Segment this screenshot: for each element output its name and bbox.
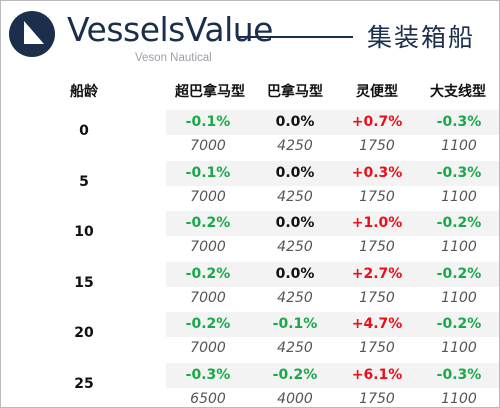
age-label: 15 (74, 274, 94, 291)
value-cell: 6500 (190, 390, 226, 407)
header-divider (239, 36, 353, 38)
change-cell: -0.3% (185, 366, 231, 383)
change-cell: +1.0% (351, 215, 403, 231)
value-cell: 1100 (441, 289, 477, 306)
table-row-shade (166, 160, 499, 186)
table-row-shade (166, 211, 499, 236)
change-cell: +4.7% (351, 316, 403, 332)
change-cell: +0.7% (351, 114, 403, 130)
column-header-post-panamax: 超巴拿马型 (175, 84, 245, 100)
age-label: 0 (79, 123, 89, 139)
column-header-age: 船龄 (70, 84, 98, 100)
change-cell: -0.3% (436, 114, 482, 130)
value-cell: 1750 (359, 138, 395, 154)
header: VesselsValue Veson Nautical 集装箱船 (1, 1, 499, 71)
value-cell: 4250 (277, 239, 313, 255)
value-cell: 4250 (277, 340, 313, 356)
table-row-shade (166, 110, 499, 135)
age-label: 20 (74, 325, 94, 341)
value-cell: 1750 (359, 239, 395, 255)
vesselsvalue-logo-icon (9, 11, 55, 57)
table-row-shade (166, 261, 499, 287)
value-cell: 4000 (277, 390, 313, 407)
age-label: 5 (79, 173, 89, 190)
change-cell: -0.2% (436, 215, 482, 231)
value-cell: 7000 (190, 340, 226, 356)
value-cell: 1750 (359, 289, 395, 306)
value-cell: 7000 (190, 289, 226, 306)
table-row-shade (166, 312, 499, 337)
column-header-handy: 灵便型 (356, 84, 398, 100)
brand-name: VesselsValue (67, 10, 274, 49)
change-cell: +2.7% (351, 265, 403, 282)
column-header-feeder: 大支线型 (430, 84, 486, 100)
value-cell: 4250 (277, 138, 313, 154)
value-cell: 1100 (441, 390, 477, 407)
change-cell: 0.0% (275, 164, 315, 181)
table-row-shade (166, 362, 499, 388)
age-label: 10 (74, 224, 94, 240)
value-cell: 1750 (359, 390, 395, 407)
age-label: 25 (74, 375, 94, 392)
value-cell: 1100 (441, 239, 477, 255)
change-cell: +0.3% (351, 164, 403, 181)
value-cell: 4250 (277, 188, 313, 205)
value-cell: 1750 (359, 340, 395, 356)
change-cell: -0.1% (185, 164, 231, 181)
value-cell: 1100 (441, 138, 477, 154)
change-cell: -0.3% (436, 164, 482, 181)
value-cell: 7000 (190, 239, 226, 255)
change-cell: 0.0% (275, 265, 315, 282)
brand-subtitle: Veson Nautical (135, 52, 212, 64)
change-cell: -0.2% (436, 265, 482, 282)
change-cell: 0.0% (275, 114, 315, 130)
value-cell: 1100 (441, 188, 477, 205)
column-header-panamax: 巴拿马型 (267, 84, 323, 100)
value-cell: 1100 (441, 340, 477, 356)
change-cell: -0.3% (436, 366, 482, 383)
page-title: 集装箱船 (367, 23, 476, 52)
change-cell: -0.2% (185, 215, 231, 231)
change-cell: -0.2% (185, 316, 231, 332)
change-cell: -0.2% (185, 265, 231, 282)
value-cell: 7000 (190, 188, 226, 205)
change-cell: -0.2% (272, 366, 318, 383)
value-cell: 7000 (190, 138, 226, 154)
change-cell: -0.1% (272, 316, 318, 332)
value-cell: 4250 (277, 289, 313, 306)
change-cell: +6.1% (351, 366, 403, 383)
change-cell: 0.0% (275, 215, 315, 231)
value-cell: 1750 (359, 188, 395, 205)
change-cell: -0.1% (185, 114, 231, 130)
change-cell: -0.2% (436, 316, 482, 332)
